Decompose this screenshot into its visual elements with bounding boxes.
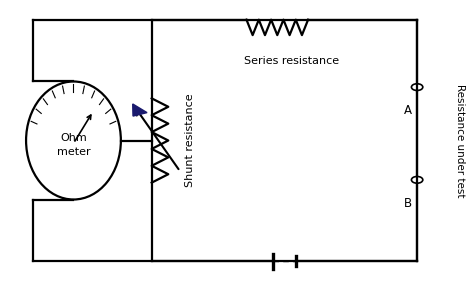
Text: Series resistance: Series resistance xyxy=(244,56,339,66)
Text: Resistance under test: Resistance under test xyxy=(455,84,465,197)
Text: B: B xyxy=(403,197,412,210)
Polygon shape xyxy=(133,104,147,116)
Text: Shunt resistance: Shunt resistance xyxy=(185,94,195,187)
Text: Ohm: Ohm xyxy=(60,133,87,142)
Text: meter: meter xyxy=(57,147,90,157)
Text: A: A xyxy=(404,104,411,117)
